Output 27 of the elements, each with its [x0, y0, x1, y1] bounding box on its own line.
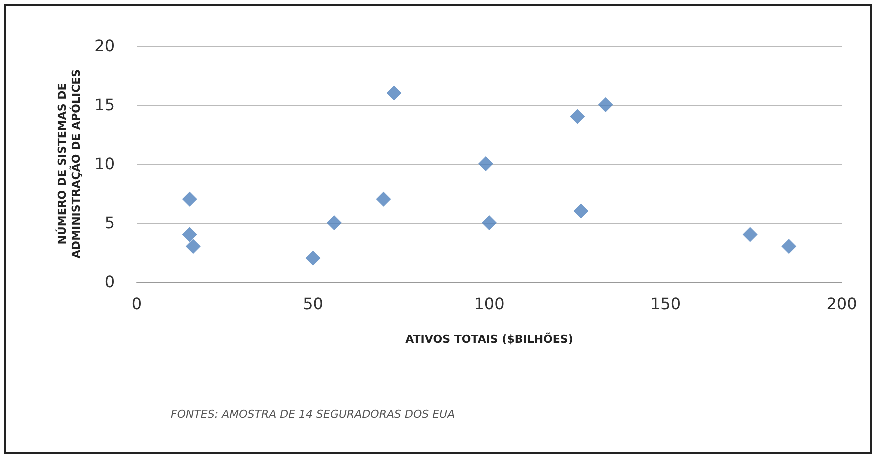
x-tick-label: 100: [474, 294, 505, 314]
point: [574, 204, 589, 219]
y-tick-label: 20: [94, 36, 115, 56]
point: [186, 239, 201, 254]
y-tick-label: 10: [94, 154, 115, 174]
point: [482, 216, 497, 230]
y-tick-label: 5: [104, 214, 115, 232]
x-tick-label: 200: [826, 294, 858, 314]
text: FONTES: AMOSTRA DE 14 SEGURADORAS DOS EUA: [171, 408, 456, 421]
x-axis-title: ATIVOS TOTAIS ($BILHÕES): [406, 332, 574, 346]
point: [376, 192, 392, 207]
point: [182, 227, 198, 242]
point: [598, 98, 614, 112]
point: [182, 192, 198, 207]
point: [386, 86, 402, 101]
x-tick-label: 0: [132, 294, 142, 314]
point: [742, 227, 758, 242]
y-axis-title: NÚMERO DE SISTEMAS DE ADMINISTRAÇÃO DE APÓLICES: [55, 69, 84, 259]
y-tick-label: 15: [94, 96, 115, 114]
point: [306, 250, 321, 266]
point: [326, 216, 342, 230]
x-tick-label: 150: [650, 294, 682, 314]
point: [478, 156, 494, 172]
point: [782, 239, 797, 254]
point: [570, 109, 586, 124]
x-tick-label: 50: [303, 294, 324, 314]
y-tick-label: 0: [104, 272, 115, 292]
